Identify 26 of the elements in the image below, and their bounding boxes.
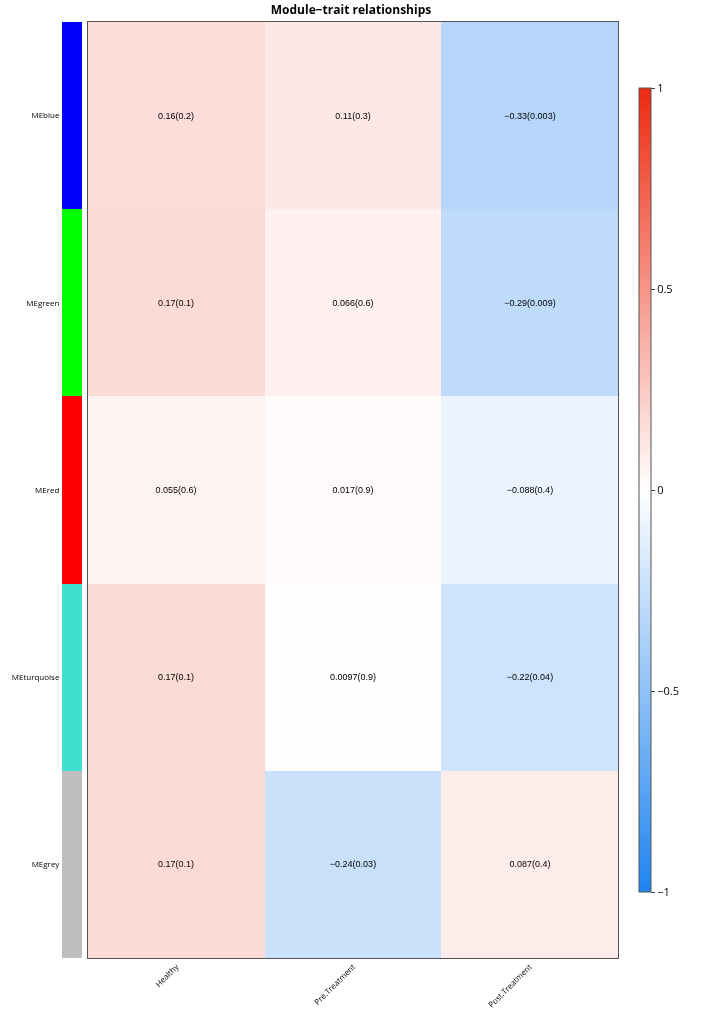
- data-label: 0.17(0.1): [157, 298, 195, 309]
- data-label: 0.066(0.6): [332, 298, 374, 309]
- y-tick-label: MEgreen: [26, 296, 60, 308]
- data-label: 0.017(0.9): [332, 485, 374, 496]
- data-label: 0.17(0.1): [157, 672, 195, 683]
- color-bar-label: 0.5: [657, 280, 673, 296]
- color-bar-label: −0.5: [657, 682, 679, 698]
- color-bar-label: −1: [657, 883, 670, 899]
- data-label: −0.29(0.009): [504, 298, 556, 309]
- data-label: 0.0097(0.9): [329, 672, 377, 683]
- color-bar-label: 0: [657, 481, 664, 497]
- data-label: −0.33(0.003): [504, 111, 556, 122]
- color-bar-label: 1: [657, 79, 664, 95]
- data-label: 0.087(0.4): [509, 859, 551, 870]
- data-label: 0.17(0.1): [157, 859, 195, 870]
- chart-title: Module−trait relationships: [270, 0, 432, 18]
- data-label: −0.088(0.4): [506, 485, 554, 496]
- data-label: 0.11(0.3): [335, 111, 371, 122]
- data-label: −0.22(0.04): [506, 672, 554, 683]
- y-tick-label: MEgrey: [31, 858, 61, 870]
- data-label: −0.24(0.03): [329, 859, 377, 870]
- data-label: 0.16(0.2): [157, 111, 195, 122]
- data-label: 0.055(0.6): [155, 485, 197, 496]
- y-tick-label: MEturquoise: [11, 671, 60, 682]
- y-tick-label: MEblue: [31, 109, 60, 121]
- y-tick-label: MEred: [35, 483, 60, 495]
